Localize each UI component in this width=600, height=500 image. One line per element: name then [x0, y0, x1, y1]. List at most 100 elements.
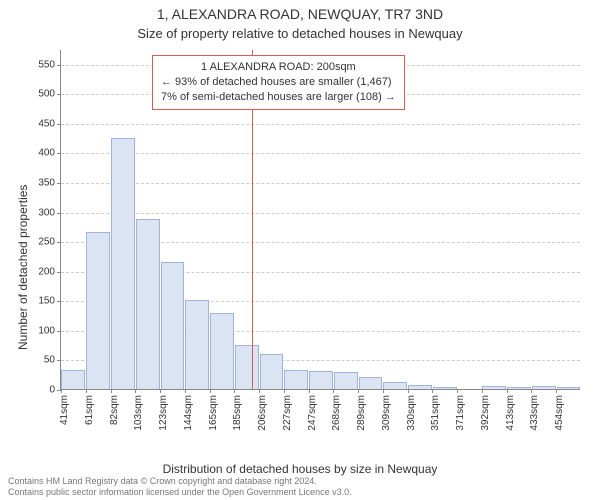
xtick-mark: [507, 389, 508, 393]
ytick-label: 150: [38, 296, 55, 307]
ytick-mark: [57, 213, 61, 214]
ytick-mark: [57, 301, 61, 302]
histogram-bar: [61, 370, 85, 389]
xtick-mark: [432, 389, 433, 393]
xtick-label: 123sqm: [158, 395, 169, 431]
ytick-label: 50: [44, 355, 55, 366]
annotation-box: 1 ALEXANDRA ROAD: 200sqm← 93% of detache…: [152, 55, 405, 110]
ytick-mark: [57, 94, 61, 95]
chart-plot-area: 05010015020025030035040045050055041sqm61…: [60, 50, 580, 390]
xtick-mark: [556, 389, 557, 393]
xtick-label: 268sqm: [331, 395, 342, 431]
ytick-label: 500: [38, 89, 55, 100]
histogram-bar: [557, 387, 581, 389]
histogram-bar: [359, 377, 383, 389]
ytick-mark: [57, 65, 61, 66]
xtick-mark: [333, 389, 334, 393]
xtick-mark: [284, 389, 285, 393]
x-axis-label: Distribution of detached houses by size …: [0, 462, 600, 476]
gridline-h: [61, 124, 580, 125]
ytick-label: 0: [49, 385, 55, 396]
xtick-mark: [383, 389, 384, 393]
histogram-bar: [309, 371, 333, 389]
ytick-mark: [57, 124, 61, 125]
annotation-line: 1 ALEXANDRA ROAD: 200sqm: [161, 60, 396, 75]
histogram-bar: [383, 382, 407, 389]
xtick-mark: [160, 389, 161, 393]
y-axis-label: Number of detached properties: [16, 185, 30, 350]
histogram-bar: [210, 313, 234, 389]
page-title-line2: Size of property relative to detached ho…: [0, 26, 600, 41]
footer-attribution: Contains HM Land Registry data © Crown c…: [8, 476, 592, 498]
histogram-bar: [136, 219, 160, 389]
ytick-label: 100: [38, 325, 55, 336]
xtick-mark: [259, 389, 260, 393]
ytick-label: 350: [38, 178, 55, 189]
histogram-bar: [185, 300, 209, 389]
annotation-line: ← 93% of detached houses are smaller (1,…: [161, 75, 396, 90]
xtick-label: 185sqm: [232, 395, 243, 431]
xtick-mark: [482, 389, 483, 393]
histogram-bar: [111, 138, 135, 389]
ytick-mark: [57, 331, 61, 332]
xtick-label: 392sqm: [480, 395, 491, 431]
xtick-mark: [358, 389, 359, 393]
ytick-mark: [57, 272, 61, 273]
ytick-mark: [57, 360, 61, 361]
xtick-mark: [86, 389, 87, 393]
xtick-label: 41sqm: [59, 395, 70, 425]
xtick-label: 330sqm: [406, 395, 417, 431]
histogram-bar: [284, 370, 308, 389]
ytick-label: 550: [38, 59, 55, 70]
xtick-label: 309sqm: [381, 395, 392, 431]
histogram-bar: [86, 232, 110, 389]
xtick-label: 206sqm: [257, 395, 268, 431]
histogram-bar: [260, 354, 284, 389]
xtick-mark: [457, 389, 458, 393]
xtick-label: 351sqm: [430, 395, 441, 431]
xtick-label: 289sqm: [356, 395, 367, 431]
xtick-label: 227sqm: [282, 395, 293, 431]
footer-line2: Contains public sector information licen…: [8, 487, 592, 498]
xtick-mark: [111, 389, 112, 393]
xtick-label: 454sqm: [554, 395, 565, 431]
histogram-bar: [334, 372, 358, 389]
histogram-bar: [408, 385, 432, 389]
xtick-label: 433sqm: [529, 395, 540, 431]
xtick-label: 144sqm: [183, 395, 194, 431]
ytick-label: 400: [38, 148, 55, 159]
gridline-h: [61, 213, 580, 214]
xtick-mark: [135, 389, 136, 393]
xtick-mark: [61, 389, 62, 393]
xtick-mark: [210, 389, 211, 393]
xtick-mark: [309, 389, 310, 393]
ytick-label: 450: [38, 118, 55, 129]
xtick-mark: [234, 389, 235, 393]
histogram-bar: [433, 387, 457, 389]
histogram-bar: [532, 386, 556, 389]
footer-line1: Contains HM Land Registry data © Crown c…: [8, 476, 592, 487]
gridline-h: [61, 183, 580, 184]
xtick-label: 371sqm: [455, 395, 466, 431]
ytick-label: 200: [38, 266, 55, 277]
xtick-mark: [408, 389, 409, 393]
ytick-mark: [57, 183, 61, 184]
gridline-h: [61, 153, 580, 154]
xtick-label: 165sqm: [208, 395, 219, 431]
annotation-line: 7% of semi-detached houses are larger (1…: [161, 90, 396, 105]
xtick-label: 61sqm: [84, 395, 95, 425]
ytick-label: 300: [38, 207, 55, 218]
xtick-label: 82sqm: [109, 395, 120, 425]
xtick-label: 103sqm: [133, 395, 144, 431]
ytick-label: 250: [38, 237, 55, 248]
xtick-label: 413sqm: [505, 395, 516, 431]
histogram-bar: [507, 387, 531, 389]
page-title-line1: 1, ALEXANDRA ROAD, NEWQUAY, TR7 3ND: [0, 6, 600, 22]
histogram-bar: [235, 345, 259, 389]
ytick-mark: [57, 153, 61, 154]
xtick-mark: [531, 389, 532, 393]
ytick-mark: [57, 242, 61, 243]
histogram-bar: [161, 262, 185, 389]
xtick-label: 247sqm: [307, 395, 318, 431]
xtick-mark: [185, 389, 186, 393]
